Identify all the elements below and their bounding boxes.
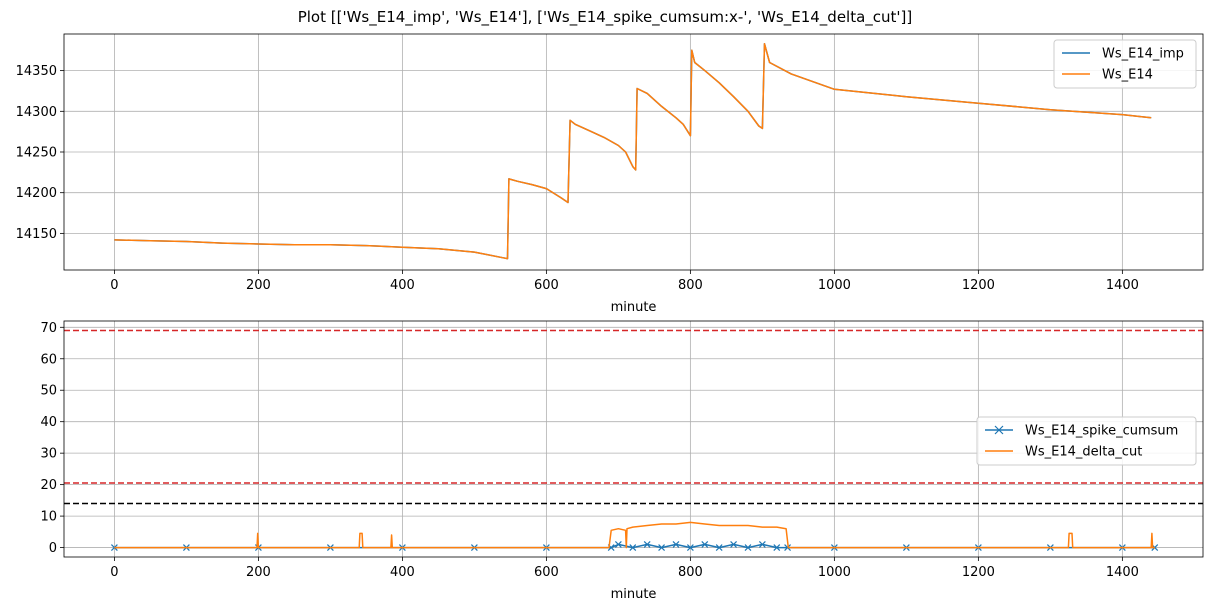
series-Ws_E14_delta_cut — [114, 521, 1155, 549]
axes-frame — [63, 320, 1204, 558]
x-tick-label: 200 — [246, 278, 271, 293]
data-point-marker — [701, 540, 709, 548]
x-tick-label: 1400 — [1106, 278, 1139, 293]
legend-frame — [976, 416, 1197, 466]
x-tick-label: 800 — [678, 278, 703, 293]
x-tick-label: 1000 — [818, 278, 851, 293]
bottom-subplot: 0 200 400 600 800 1000 1200 1400 0 10 20 30 40 50 60 70… — [40, 320, 1204, 602]
y-tick-label: 60 — [40, 352, 57, 367]
x-tick-label: 1200 — [962, 565, 995, 580]
data-point-marker — [686, 544, 694, 551]
x-axis-label: minute — [611, 587, 657, 602]
series-line — [114, 521, 1155, 549]
y-tick-label: 40 — [40, 415, 57, 430]
x-tick-label: 1400 — [1106, 565, 1139, 580]
y-tick-label: 14350 — [16, 64, 57, 79]
data-point-marker — [614, 540, 622, 548]
y-tick-label: 14250 — [16, 146, 57, 161]
legend-marker — [994, 425, 1004, 435]
data-point-marker — [730, 540, 738, 548]
y-tick-label: 14150 — [16, 227, 57, 242]
legend-label: Ws_E14 — [1102, 68, 1153, 83]
x-tick-label: 600 — [534, 278, 559, 293]
legend-frame — [1053, 39, 1197, 89]
y-tick-label: 30 — [40, 447, 57, 462]
series-line — [114, 43, 1152, 260]
y-tick-label: 10 — [40, 510, 57, 525]
y-tick-label: 50 — [40, 384, 57, 399]
top-subplot: 0 200 400 600 800 1000 1200 1400 14150 14200 14250… — [16, 33, 1204, 315]
data-point-marker — [672, 540, 680, 548]
series-Ws_E14_imp — [114, 43, 1152, 260]
figure-title: Plot [['Ws_E14_imp', 'Ws_E14'], ['Ws_E14… — [298, 8, 913, 27]
y-tick-label: 14200 — [16, 186, 57, 201]
series-line — [114, 43, 1152, 260]
x-tick-label: 600 — [534, 565, 559, 580]
data-point-marker — [658, 544, 666, 551]
y-tick-label: 70 — [40, 321, 57, 336]
legend: Ws_E14_imp Ws_E14 — [1053, 39, 1197, 89]
legend: Ws_E14_spike_cumsum Ws_E14_delta_cut — [976, 416, 1197, 466]
x-axis-label: minute — [611, 300, 657, 315]
data-point-marker — [110, 544, 118, 551]
x-tick-label: 800 — [678, 565, 703, 580]
legend-label: Ws_E14_imp — [1102, 47, 1184, 62]
legend-label: Ws_E14_spike_cumsum — [1025, 424, 1178, 439]
legend-label: Ws_E14_delta_cut — [1025, 445, 1142, 460]
y-tick-label: 0 — [49, 541, 57, 556]
y-tick-label: 14300 — [16, 105, 57, 120]
data-point-marker — [715, 544, 723, 551]
x-tick-label: 0 — [110, 565, 118, 580]
data-point-marker — [629, 544, 637, 551]
series-Ws_E14 — [114, 43, 1152, 260]
x-tick-label: 1000 — [818, 565, 851, 580]
x-tick-label: 400 — [390, 278, 415, 293]
data-point-marker — [643, 540, 651, 548]
x-tick-label: 200 — [246, 565, 271, 580]
x-tick-label: 1200 — [962, 278, 995, 293]
y-tick-label: 20 — [40, 478, 57, 493]
data-point-marker — [744, 544, 752, 551]
x-tick-label: 0 — [110, 278, 118, 293]
data-point-marker — [773, 544, 781, 551]
series-Ws_E14_spike_cumsum — [110, 540, 1159, 551]
data-point-marker — [758, 540, 766, 548]
x-tick-label: 400 — [390, 565, 415, 580]
